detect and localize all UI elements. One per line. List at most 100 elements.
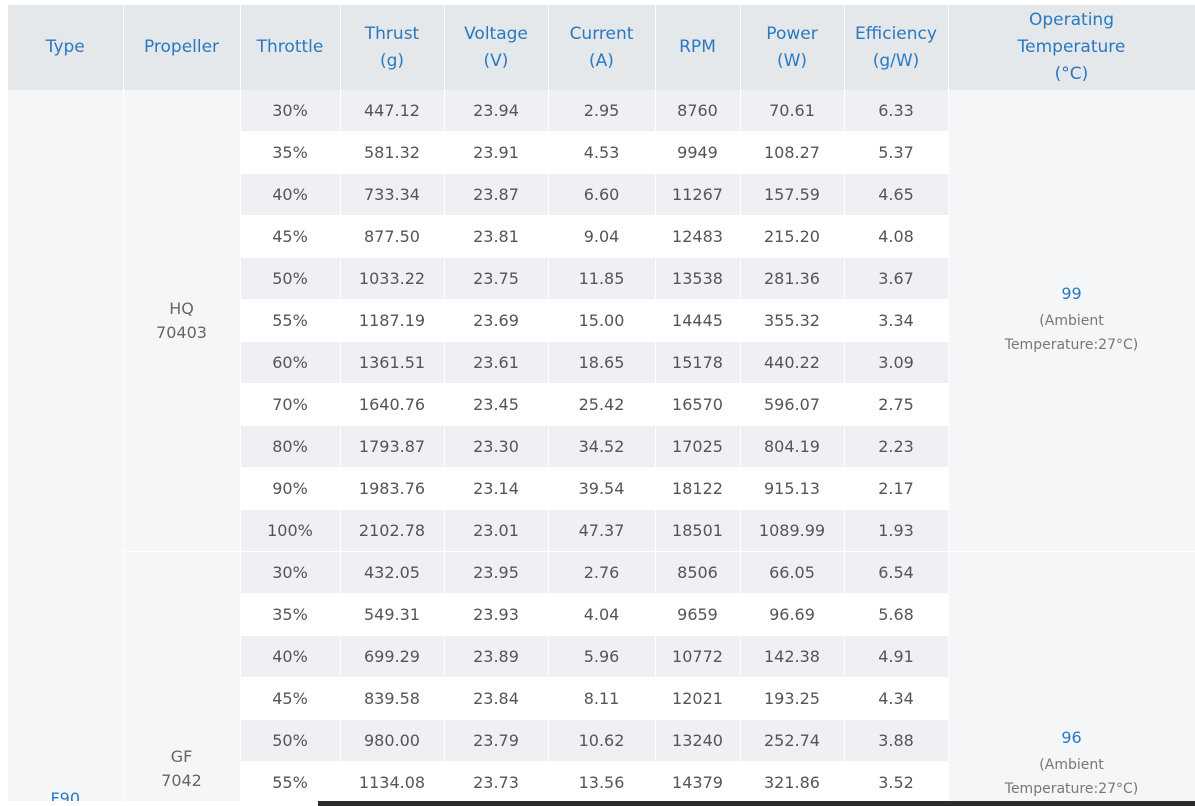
propeller-cell: HQ 70403 [123,90,241,552]
cell-rpm: 18501 [655,509,741,552]
cell-throttle: 35% [240,593,341,636]
cell-efficiency: 3.88 [844,719,949,762]
cell-voltage: 23.89 [444,635,549,678]
table-row: 45% 877.50 23.81 9.04 12483 215.20 4.08 [8,215,1195,258]
cell-current: 34.52 [548,425,656,468]
header-rpm: RPM [655,5,741,90]
cell-voltage: 23.75 [444,257,549,300]
cell-thrust: 1361.51 [340,341,445,384]
cell-thrust: 432.05 [340,551,445,594]
cell-thrust: 980.00 [340,719,445,762]
cell-thrust: 1640.76 [340,383,445,426]
cell-power: 440.22 [740,341,845,384]
cell-throttle: 30% [240,551,341,594]
cell-rpm: 8760 [655,90,741,132]
cell-thrust: 447.12 [340,90,445,132]
operating-temperature-cell: 99 (Ambient Temperature:27°C) [948,90,1195,552]
cell-rpm: 13240 [655,719,741,762]
cell-thrust: 839.58 [340,677,445,720]
cell-rpm: 13538 [655,257,741,300]
temperature-value: 99 [1061,284,1082,303]
cell-rpm: 17025 [655,425,741,468]
cell-efficiency: 5.37 [844,131,949,174]
cell-current: 2.95 [548,90,656,132]
cell-power: 1089.99 [740,509,845,552]
cell-current: 47.37 [548,509,656,552]
cell-efficiency: 6.33 [844,90,949,132]
cell-current: 4.04 [548,593,656,636]
cell-rpm: 11267 [655,173,741,216]
cell-voltage: 23.94 [444,90,549,132]
cell-voltage: 23.73 [444,761,549,801]
cell-current: 8.11 [548,677,656,720]
table-container: Type Propeller Throttle Thrust (g) Voltag… [8,5,1195,801]
cell-voltage: 23.87 [444,173,549,216]
cell-thrust: 2102.78 [340,509,445,552]
cell-thrust: 733.34 [340,173,445,216]
header-current: Current (A) [548,5,656,90]
cell-efficiency: 3.34 [844,299,949,342]
table-row: 40% 699.29 23.89 5.96 10772 142.38 4.91 [8,635,1195,678]
cell-current: 5.96 [548,635,656,678]
cell-rpm: 18122 [655,467,741,510]
cell-current: 39.54 [548,467,656,510]
cell-efficiency: 3.09 [844,341,949,384]
cell-throttle: 45% [240,215,341,258]
cell-rpm: 10772 [655,635,741,678]
header-row: Type Propeller Throttle Thrust (g) Voltag… [8,5,1195,90]
cell-throttle: 55% [240,761,341,801]
table-row: 80% 1793.87 23.30 34.52 17025 804.19 2.23 [8,425,1195,468]
cell-thrust: 1983.76 [340,467,445,510]
cell-current: 15.00 [548,299,656,342]
cell-power: 66.05 [740,551,845,594]
cell-voltage: 23.81 [444,215,549,258]
cell-rpm: 16570 [655,383,741,426]
cell-rpm: 12483 [655,215,741,258]
table-row: 55% 1134.08 23.73 13.56 14379 321.86 3.52 [8,761,1195,801]
propeller-model: 7042 [161,771,202,790]
ambient-note: (Ambient Temperature:27°C) [1004,313,1139,353]
cell-rpm: 15178 [655,341,741,384]
cell-voltage: 23.69 [444,299,549,342]
table-row: 50% 980.00 23.79 10.62 13240 252.74 3.88 [8,719,1195,762]
cell-power: 355.32 [740,299,845,342]
propeller-cell: GF 7042 [123,551,241,801]
cell-efficiency: 3.52 [844,761,949,801]
cell-throttle: 80% [240,425,341,468]
cell-efficiency: 2.17 [844,467,949,510]
cell-current: 13.56 [548,761,656,801]
bottom-edge-bar [318,801,1195,806]
cell-throttle: 45% [240,677,341,720]
cell-voltage: 23.93 [444,593,549,636]
temperature-value: 96 [1061,728,1082,747]
cell-throttle: 90% [240,467,341,510]
cell-efficiency: 2.75 [844,383,949,426]
cell-efficiency: 4.91 [844,635,949,678]
cell-rpm: 9659 [655,593,741,636]
cell-thrust: 549.31 [340,593,445,636]
table-row: 60% 1361.51 23.61 18.65 15178 440.22 3.09 [8,341,1195,384]
propeller-model: 70403 [156,322,207,342]
cell-efficiency: 4.34 [844,677,949,720]
cell-current: 4.53 [548,131,656,174]
cell-efficiency: 2.23 [844,425,949,468]
propeller-brand: HQ [169,298,194,318]
cell-power: 193.25 [740,677,845,720]
cell-thrust: 581.32 [340,131,445,174]
cell-throttle: 50% [240,719,341,762]
table-row: 90% 1983.76 23.14 39.54 18122 915.13 2.17 [8,467,1195,510]
cell-efficiency: 4.08 [844,215,949,258]
cell-rpm: 14445 [655,299,741,342]
cell-current: 18.65 [548,341,656,384]
header-voltage: Voltage (V) [444,5,549,90]
cell-throttle: 100% [240,509,341,552]
cell-power: 96.69 [740,593,845,636]
table-row: 55% 1187.19 23.69 15.00 14445 355.32 3.34 [8,299,1195,342]
cell-efficiency: 6.54 [844,551,949,594]
cell-thrust: 699.29 [340,635,445,678]
cell-efficiency: 1.93 [844,509,949,552]
cell-power: 915.13 [740,467,845,510]
cell-current: 9.04 [548,215,656,258]
cell-voltage: 23.79 [444,719,549,762]
table-row: 100% 2102.78 23.01 47.37 18501 1089.99 1.93 [8,509,1195,552]
